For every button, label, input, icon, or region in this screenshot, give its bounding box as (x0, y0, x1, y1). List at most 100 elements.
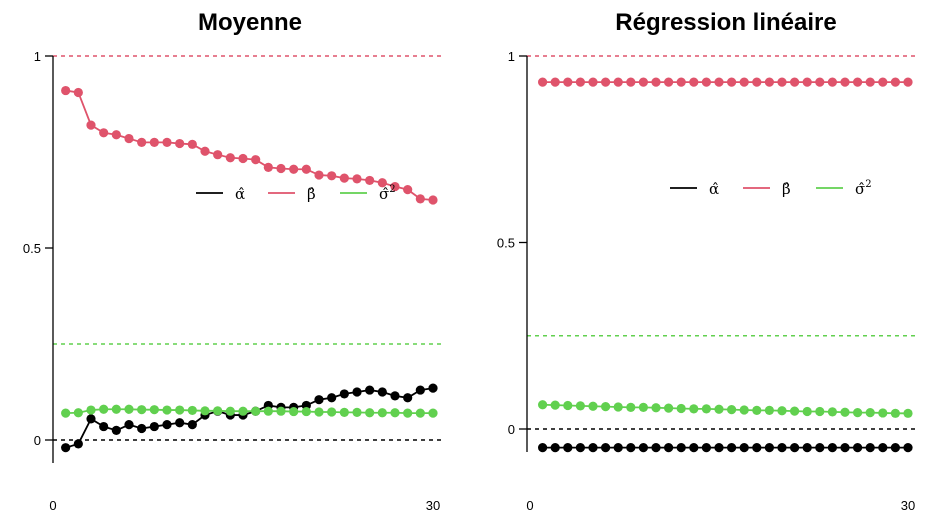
data-point (664, 443, 674, 453)
legend-label: σ̂2 (379, 184, 396, 203)
data-point (99, 128, 109, 138)
y-tick-label: 0 (34, 433, 41, 448)
data-point (701, 443, 712, 453)
data-point (86, 120, 96, 130)
data-point (352, 387, 362, 397)
data-point (61, 85, 71, 96)
data-point (403, 408, 413, 418)
data-point (714, 77, 724, 87)
x-tick-label: 0 (49, 498, 56, 513)
data-point (689, 77, 699, 87)
data-point (403, 393, 413, 403)
data-point (289, 406, 299, 417)
data-point (162, 137, 172, 147)
data-point (840, 407, 850, 417)
data-point (327, 171, 337, 181)
data-point (61, 443, 71, 453)
legend-label: α̂ (709, 180, 719, 198)
data-point (124, 133, 134, 144)
data-point (638, 402, 649, 412)
data-point (613, 402, 623, 412)
data-point (365, 408, 375, 418)
data-point (162, 405, 172, 415)
y-tick-label: 0.5 (23, 241, 41, 256)
data-point (676, 403, 686, 414)
data-point (903, 77, 913, 87)
data-point (865, 443, 875, 453)
data-point (314, 407, 324, 417)
data-point (73, 439, 83, 449)
data-point (613, 443, 623, 453)
data-point (137, 405, 147, 415)
y-tick-label: 1 (34, 49, 41, 64)
data-point (352, 407, 362, 417)
legend-label: σ̂2 (855, 179, 872, 198)
data-point (563, 77, 573, 87)
data-point (377, 408, 387, 418)
data-point (689, 443, 699, 453)
data-point (238, 406, 248, 416)
data-point (878, 443, 888, 453)
data-point (276, 406, 286, 416)
data-point (403, 185, 413, 195)
data-point (853, 407, 863, 418)
data-point (739, 443, 749, 453)
data-point (73, 87, 83, 98)
panel-moyenne: Moyenne 0 0.5 1 0 30 α̂ β̂ σ̂2 (23, 9, 445, 513)
legend-label: β̂ (307, 185, 316, 203)
data-point (701, 77, 712, 87)
data-point (588, 443, 598, 453)
panel-regression-lineaire: Régression linéaire 0 0.5 1 0 30 α̂ β̂ σ̂2 (497, 9, 918, 513)
data-point (111, 425, 121, 435)
plot-area (61, 85, 438, 453)
reference-lines (527, 55, 918, 430)
data-point (752, 443, 762, 453)
data-point (890, 443, 901, 453)
data-point (689, 404, 699, 414)
data-point (73, 408, 83, 418)
data-point (213, 406, 223, 416)
data-point (61, 408, 71, 418)
data-point (415, 194, 425, 204)
data-point (739, 77, 749, 87)
data-point (377, 387, 387, 397)
legend-label: α̂ (235, 185, 245, 203)
data-point (428, 408, 438, 418)
data-point (802, 406, 812, 417)
data-point (613, 77, 623, 87)
data-point (415, 385, 425, 395)
data-point (415, 408, 425, 418)
axes: 0 0.5 1 0 30 (497, 49, 915, 513)
data-point (162, 420, 172, 430)
data-point (563, 443, 573, 453)
data-point (327, 393, 337, 403)
data-point (175, 405, 185, 415)
data-point (790, 77, 800, 87)
data-point (575, 77, 586, 87)
data-point (727, 77, 737, 87)
data-point (149, 405, 159, 415)
data-point (314, 395, 324, 405)
data-point (764, 405, 775, 415)
data-point (815, 443, 825, 453)
data-point (225, 153, 235, 163)
data-point (86, 405, 96, 415)
data-point (149, 137, 159, 147)
legend: α̂ β̂ σ̂2 (670, 179, 872, 198)
data-point (339, 173, 349, 183)
data-point (601, 77, 611, 87)
axes: 0 0.5 1 0 30 (23, 49, 440, 513)
data-point (390, 408, 400, 418)
data-point (827, 77, 838, 87)
data-point (187, 405, 197, 416)
data-point (538, 400, 548, 410)
data-point (314, 170, 324, 180)
y-tick-label: 0.5 (497, 236, 515, 251)
data-point (111, 130, 121, 140)
data-point (890, 77, 901, 87)
data-point (878, 77, 888, 87)
data-point (137, 423, 147, 434)
data-point (727, 405, 737, 415)
data-point (538, 443, 548, 453)
data-point (365, 385, 375, 395)
